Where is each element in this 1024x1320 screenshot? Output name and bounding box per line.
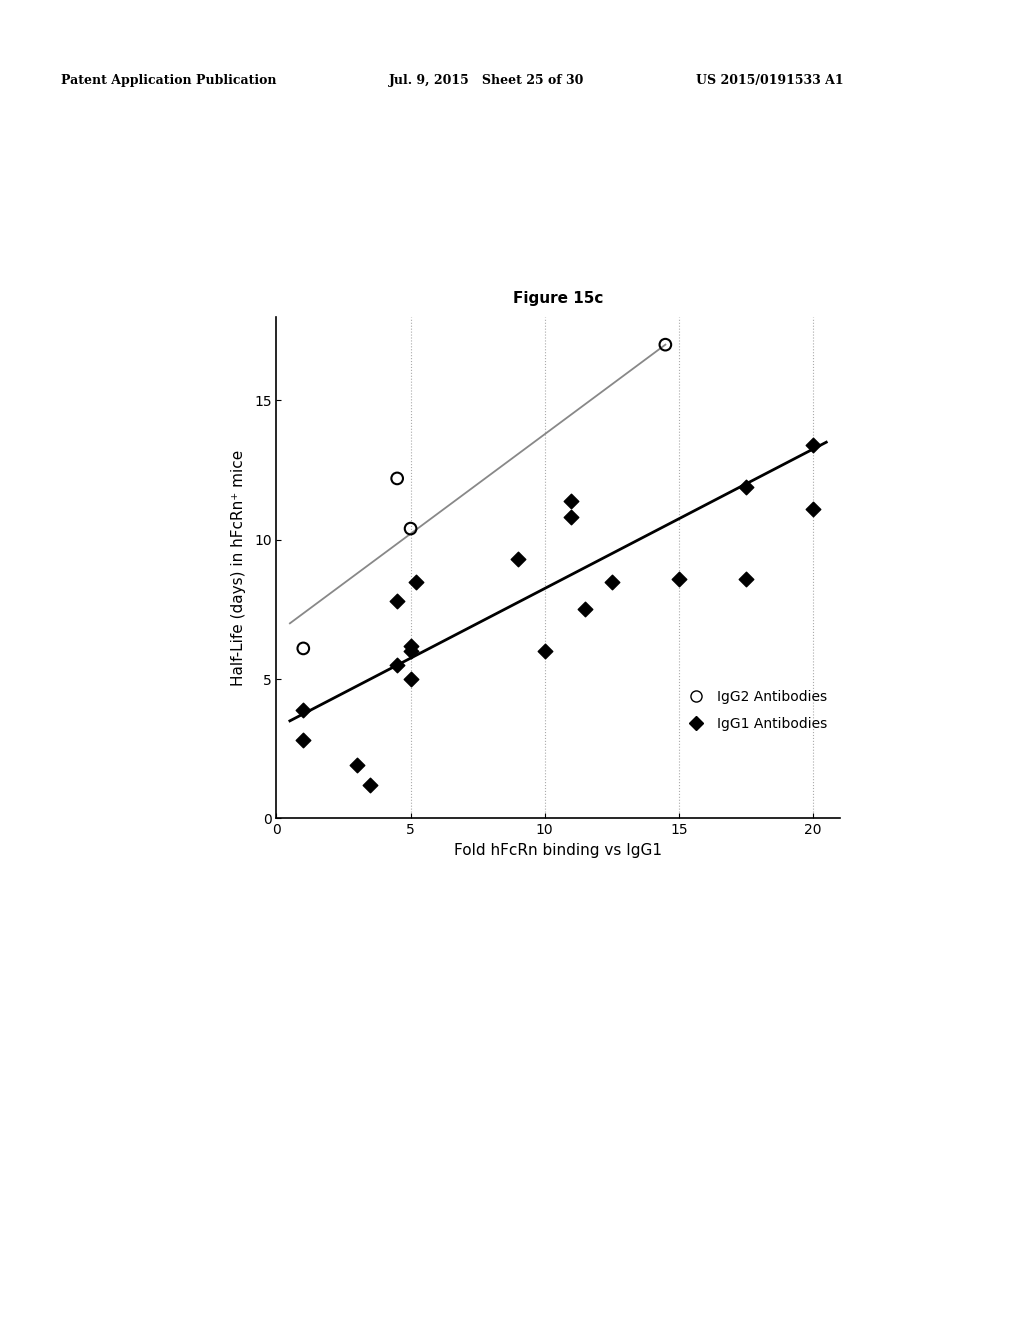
Point	[510, 549, 526, 570]
Point	[349, 755, 366, 776]
Y-axis label: Half-Life (days) in hFcRn⁺ mice: Half-Life (days) in hFcRn⁺ mice	[230, 450, 246, 685]
Point	[805, 434, 821, 455]
Legend: IgG2 Antibodies, IgG1 Antibodies: IgG2 Antibodies, IgG1 Antibodies	[677, 685, 833, 737]
Point	[408, 572, 424, 593]
X-axis label: Fold hFcRn binding vs IgG1: Fold hFcRn binding vs IgG1	[454, 842, 663, 858]
Point	[657, 334, 674, 355]
Point	[389, 467, 406, 488]
Text: Patent Application Publication: Patent Application Publication	[61, 74, 276, 87]
Point	[402, 668, 419, 689]
Point	[402, 640, 419, 661]
Title: Figure 15c: Figure 15c	[513, 290, 603, 306]
Text: Jul. 9, 2015   Sheet 25 of 30: Jul. 9, 2015 Sheet 25 of 30	[389, 74, 585, 87]
Point	[563, 507, 580, 528]
Point	[389, 590, 406, 611]
Point	[577, 599, 593, 620]
Point	[295, 730, 311, 751]
Point	[563, 490, 580, 511]
Point	[402, 635, 419, 656]
Point	[737, 568, 754, 589]
Point	[671, 568, 687, 589]
Point	[295, 638, 311, 659]
Point	[389, 655, 406, 676]
Point	[362, 775, 379, 796]
Text: US 2015/0191533 A1: US 2015/0191533 A1	[696, 74, 844, 87]
Point	[295, 700, 311, 721]
Point	[603, 572, 620, 593]
Point	[402, 517, 419, 539]
Point	[737, 477, 754, 498]
Point	[805, 499, 821, 520]
Point	[537, 640, 553, 661]
